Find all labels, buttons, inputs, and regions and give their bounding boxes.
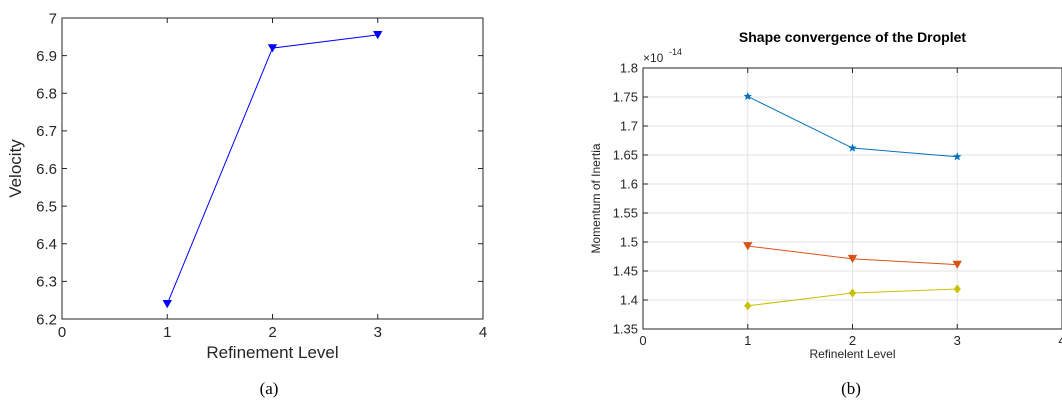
series-line [166, 34, 378, 305]
series-3 [744, 284, 961, 311]
y-tick-label: 6.9 [36, 48, 57, 65]
data-point [743, 91, 753, 101]
y-tick-label: 6.5 [36, 198, 57, 215]
y-tick-label: 6.3 [36, 274, 57, 291]
data-point [744, 301, 752, 311]
caption-a: (a) [260, 379, 279, 398]
y-tick-label: 1.45 [613, 264, 638, 279]
y-exponent-power: -14 [669, 47, 682, 57]
x-tick-label: 3 [954, 333, 961, 348]
series-1 [743, 91, 962, 161]
y-tick-label: 1.8 [620, 61, 638, 76]
y-tick-label: 6.7 [36, 123, 57, 140]
y-tick-label: 7 [49, 10, 57, 27]
x-tick-label: 2 [268, 324, 276, 341]
x-tick-label: 1 [744, 333, 751, 348]
chart-title: Shape convergence of the Droplet [739, 29, 966, 45]
y-axis-label: Velocity [6, 139, 25, 198]
data-point [952, 260, 962, 269]
series-2 [743, 242, 962, 269]
y-tick-label: 1.35 [613, 322, 638, 337]
y-tick-label: 6.4 [36, 236, 57, 253]
y-tick-label: 1.7 [620, 119, 638, 134]
y-tick-label: 1.55 [613, 206, 638, 221]
data-point [162, 300, 172, 309]
y-tick-label: 1.65 [613, 148, 638, 163]
x-tick-label: 4 [1058, 333, 1062, 348]
y-tick-label: 6.6 [36, 161, 57, 178]
x-tick-label: 0 [639, 333, 646, 348]
data-point [953, 284, 961, 294]
caption-b: (b) [841, 379, 861, 398]
y-tick-label: 1.75 [613, 90, 638, 105]
y-tick-label: 6.2 [36, 311, 57, 328]
chart-panel-a: 0 1 2 3 4 6.2 6.3 6.4 6.5 6.6 6.7 6.8 6.9 7 Refinement… [6, 10, 487, 362]
data-point [847, 254, 858, 264]
y-axis-label: Momentum of Inertia [589, 143, 603, 253]
y-tick-label: 1.5 [620, 235, 638, 250]
data-point [848, 143, 857, 152]
x-axis-label: Refinelent Level [809, 347, 895, 361]
y-tick-label: 1.6 [620, 177, 638, 192]
y-tick-label: 1.4 [620, 293, 638, 308]
plot-area-frame [61, 17, 484, 320]
y-exponent-base: ×10 [643, 51, 664, 65]
data-point [848, 288, 857, 298]
data-point [267, 44, 278, 53]
data-point [743, 242, 753, 251]
data-point [373, 31, 383, 40]
y-tick-label: 6.8 [36, 86, 57, 103]
x-axis-label: Refinement Level [206, 343, 338, 362]
data-point [952, 152, 962, 161]
x-tick-label: 3 [374, 324, 382, 341]
x-tick-label: 2 [849, 333, 856, 348]
series-1 [162, 31, 383, 309]
chart-panel-b: 0 1 2 3 4 1.35 1.4 1.45 1.5 1.55 1.6 1.65 1.7 1.75 1.8… [589, 29, 1062, 361]
x-tick-label: 0 [58, 324, 66, 341]
x-tick-label: 1 [163, 324, 171, 341]
x-tick-label: 4 [479, 324, 487, 341]
